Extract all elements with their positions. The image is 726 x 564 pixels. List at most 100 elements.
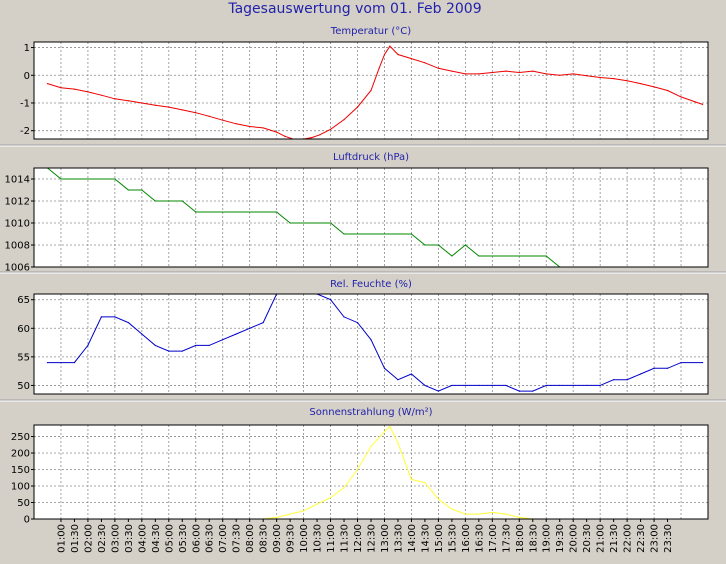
data-point [505, 384, 507, 387]
data-point [680, 96, 682, 98]
chart-panel-1: Temperatur (°C) 1 0 -1 -2 [0, 26, 726, 147]
data-point [46, 361, 49, 364]
data-point [262, 321, 264, 324]
data-point [397, 53, 399, 56]
data-point [410, 233, 413, 235]
y-tick-label: 60 [17, 324, 30, 335]
data-point [410, 373, 413, 375]
data-point [222, 339, 224, 341]
data-point [181, 109, 183, 111]
plot-frame [33, 41, 709, 140]
data-point [141, 102, 143, 104]
data-point [491, 511, 493, 514]
y-tick-label: 50 [17, 498, 30, 509]
y-tick-label: 150 [11, 465, 30, 476]
chart-title: Luftdruck (hPa) [333, 152, 409, 163]
chart-panel-2: Luftdruck (hPa) 1014 1012 1010 1008 1006 [0, 152, 726, 274]
data-point [702, 103, 704, 105]
x-tick-label: 21:30 [609, 524, 620, 553]
data-point [276, 131, 278, 133]
data-point [478, 255, 480, 257]
data-point [343, 233, 345, 235]
data-point [518, 516, 520, 518]
y-tick-label: 100 [11, 482, 30, 493]
y-tick-label: 55 [17, 352, 30, 363]
data-point [397, 442, 399, 444]
x-tick-label: 21:00 [596, 524, 607, 553]
x-tick-label: 11:00 [326, 524, 337, 553]
data-point [437, 244, 439, 246]
data-point [311, 137, 313, 139]
data-point [491, 384, 493, 387]
data-point [181, 200, 183, 202]
data-point [572, 384, 574, 387]
data-point [666, 89, 669, 92]
x-tick-label: 12:00 [353, 524, 364, 553]
data-point [235, 123, 237, 125]
data-point [154, 344, 156, 347]
y-tick-label: 0 [24, 71, 30, 82]
data-point [370, 445, 372, 448]
data-point [532, 390, 534, 392]
series-line-1 [263, 425, 533, 519]
data-point [249, 327, 251, 329]
data-point [532, 70, 534, 72]
x-tick-label: 16:00 [461, 524, 472, 553]
y-tick-label: 50 [17, 381, 30, 392]
y-tick-label: 65 [17, 295, 30, 306]
x-tick-label: 09:30 [286, 524, 297, 553]
y-tick-label: -1 [20, 98, 30, 109]
data-point [478, 513, 480, 515]
data-point [559, 74, 561, 76]
data-point [424, 482, 426, 484]
data-point [478, 73, 480, 75]
data-point [626, 379, 628, 381]
data-point [235, 333, 237, 335]
x-tick-label: 10:00 [299, 524, 310, 553]
x-tick-label: 03:30 [124, 524, 135, 553]
data-point [451, 384, 453, 387]
data-point [329, 128, 332, 130]
data-point [356, 468, 359, 471]
y-tick-label: 1014 [5, 175, 30, 186]
data-point [653, 86, 655, 88]
x-tick-label: 10:30 [313, 524, 324, 553]
data-point [87, 91, 89, 93]
y-tick-label: 1010 [5, 219, 30, 230]
data-point [276, 211, 278, 213]
data-point [262, 127, 264, 129]
x-tick-label: 06:30 [205, 524, 216, 553]
data-point [329, 222, 332, 224]
data-point [383, 430, 386, 433]
data-point [168, 106, 170, 108]
y-tick-label: 0 [24, 515, 30, 526]
data-point [276, 516, 278, 518]
data-point [46, 82, 49, 85]
data-point [410, 58, 413, 60]
data-point [319, 134, 321, 136]
time-axis: 01:00 01:30 02:00 02:30 03:00 03:30 04:00 04:30… [56, 519, 674, 553]
data-point [545, 73, 547, 75]
x-tick-label: 22:30 [636, 524, 647, 553]
x-tick-label: 01:30 [70, 524, 81, 553]
x-tick-label: 20:30 [582, 524, 593, 553]
x-tick-label: 13:30 [393, 524, 404, 553]
x-tick-label: 16:30 [474, 524, 485, 553]
x-tick-label: 15:30 [447, 524, 458, 553]
data-point [559, 384, 561, 387]
x-tick-label: 17:00 [488, 524, 499, 553]
page-title: Tagesauswertung vom 01. Feb 2009 [227, 1, 481, 17]
data-point [195, 112, 197, 114]
data-point [329, 299, 332, 301]
data-point [383, 367, 386, 369]
data-point [100, 94, 102, 96]
data-point [181, 350, 183, 352]
y-tick-label: 200 [11, 449, 30, 460]
chart-title: Temperatur (°C) [330, 26, 411, 37]
chart-title: Rel. Feuchte (%) [330, 279, 412, 290]
plot-area [34, 168, 708, 267]
x-tick-label: 23:30 [663, 524, 674, 553]
x-tick-label: 05:00 [164, 524, 175, 553]
data-point [168, 350, 170, 352]
